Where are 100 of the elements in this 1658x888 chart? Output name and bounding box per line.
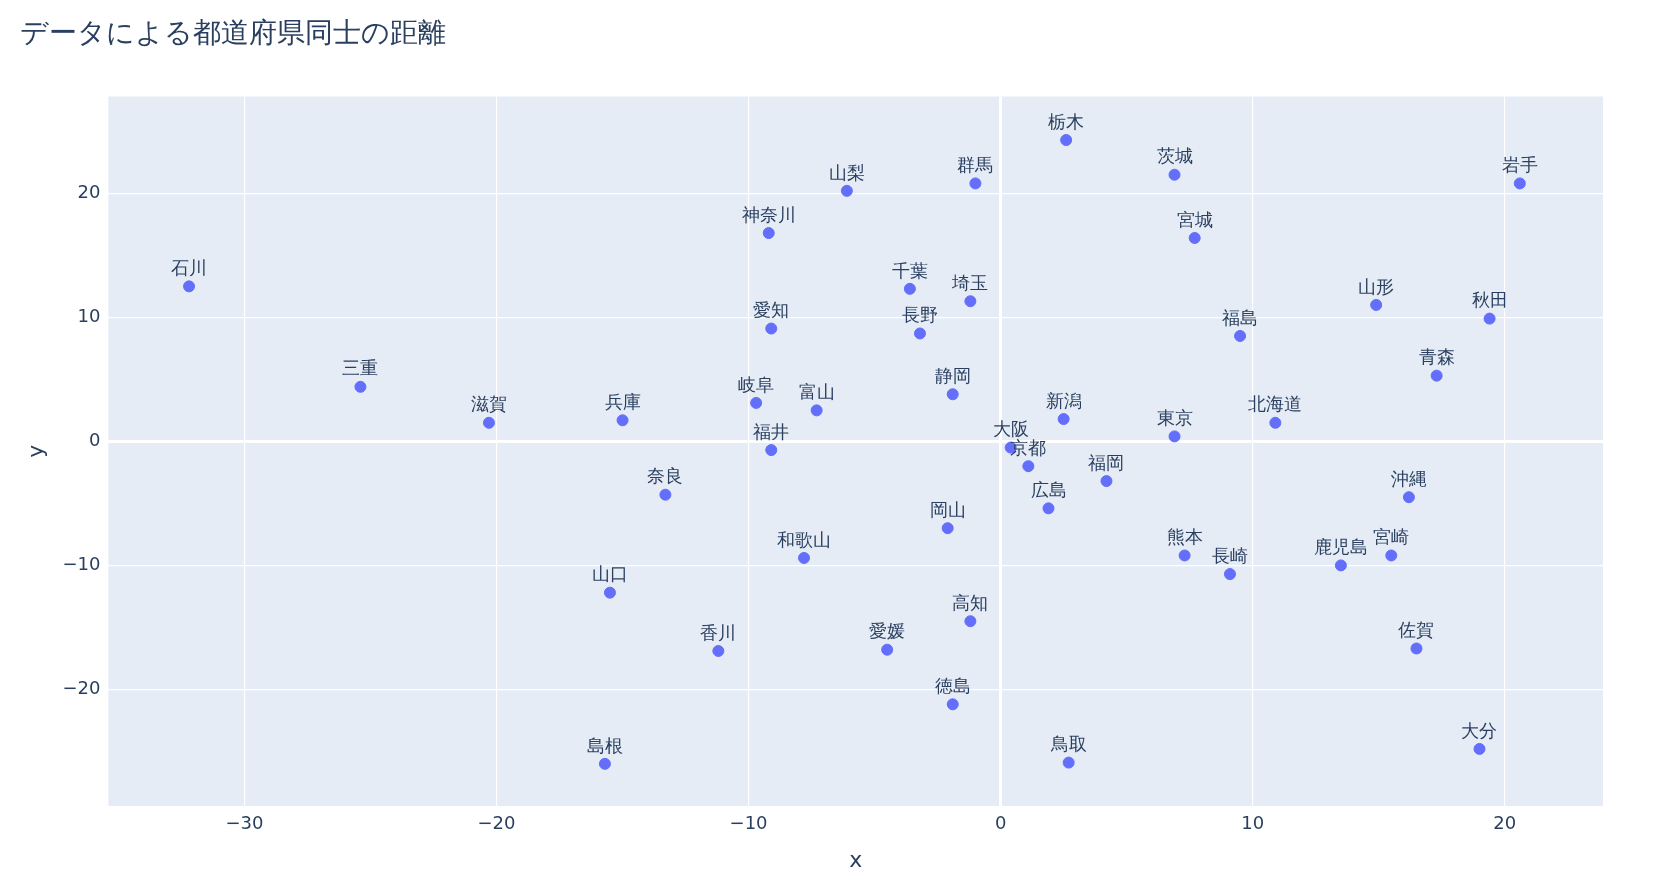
data-label: 岐阜	[738, 373, 775, 395]
y-tick-label: 0	[88, 429, 101, 451]
point	[659, 488, 672, 501]
point	[903, 282, 916, 295]
data-label: 富山	[798, 381, 835, 403]
x-axis-title: x	[849, 846, 863, 872]
y-tick-label: 10	[77, 305, 101, 327]
data-label: 岩手	[1501, 154, 1538, 176]
x-tick-label: −10	[729, 812, 768, 834]
point	[1513, 177, 1526, 190]
point	[750, 396, 763, 409]
data-label: 大阪	[992, 418, 1029, 440]
point	[1057, 413, 1070, 426]
data-label: 宮城	[1176, 208, 1213, 230]
data-label: 鳥取	[1049, 733, 1087, 755]
x-tick-label: −30	[225, 812, 264, 834]
chart-title: データによる都道府県同士の距離	[20, 16, 446, 50]
data-label: 長崎	[1211, 544, 1248, 566]
data-label: 栃木	[1048, 110, 1085, 132]
point	[1022, 460, 1035, 473]
data-label: 埼玉	[951, 271, 989, 293]
data-label: 福井	[753, 420, 790, 442]
point	[1060, 134, 1073, 147]
data-label: 熊本	[1166, 526, 1203, 548]
point	[1370, 298, 1383, 311]
x-tick-label: 0	[994, 812, 1007, 834]
point	[598, 757, 611, 770]
point	[941, 522, 954, 535]
data-label: 香川	[700, 621, 737, 643]
data-label: 青森	[1418, 346, 1455, 368]
point	[1410, 642, 1423, 655]
data-label: 滋賀	[470, 393, 507, 415]
data-label: 愛知	[753, 299, 790, 321]
point	[603, 586, 616, 599]
point	[1178, 549, 1191, 562]
data-label: 福岡	[1088, 451, 1125, 473]
point	[969, 177, 982, 190]
point	[482, 416, 495, 429]
data-label: 茨城	[1156, 145, 1193, 167]
x-tick-label: 20	[1493, 812, 1517, 834]
point	[946, 388, 959, 401]
data-label: 岡山	[929, 498, 966, 520]
point	[1188, 231, 1201, 244]
point	[762, 227, 775, 240]
y-tick-label: −10	[62, 553, 101, 575]
data-label: 静岡	[934, 364, 971, 386]
data-label: 北海道	[1248, 393, 1303, 415]
y-tick-label: −20	[62, 677, 101, 699]
data-label: 和歌山	[777, 528, 832, 550]
point	[765, 444, 778, 457]
point	[1042, 502, 1055, 515]
point	[765, 322, 778, 335]
data-label: 佐賀	[1398, 619, 1435, 641]
data-label: 神奈川	[741, 203, 796, 225]
x-tick-label: −20	[477, 812, 516, 834]
point	[1168, 168, 1181, 181]
point	[1402, 491, 1415, 504]
point	[1100, 475, 1113, 488]
point	[810, 404, 823, 417]
point	[964, 295, 977, 308]
point	[1234, 329, 1247, 342]
data-label: 群馬	[957, 154, 994, 176]
point	[1385, 549, 1398, 562]
point	[881, 643, 894, 656]
data-label: 福島	[1222, 306, 1259, 328]
data-label: 沖縄	[1390, 467, 1427, 489]
data-label: 徳島	[934, 674, 971, 696]
point	[354, 380, 367, 393]
data-label: 新潟	[1045, 389, 1082, 411]
data-label: 山梨	[828, 161, 865, 183]
point	[840, 184, 853, 197]
data-label: 山形	[1358, 275, 1395, 297]
point	[1473, 742, 1486, 755]
point	[712, 644, 725, 657]
point	[1168, 430, 1181, 443]
data-label: 三重	[342, 357, 379, 379]
point	[1483, 312, 1496, 325]
point	[1223, 568, 1236, 581]
point	[183, 280, 196, 293]
point	[1334, 559, 1347, 572]
data-label: 奈良	[647, 465, 684, 487]
data-label: 島根	[586, 734, 623, 756]
data-label: 大分	[1461, 719, 1498, 741]
data-label: 千葉	[891, 259, 928, 281]
y-tick-label: 20	[77, 181, 101, 203]
x-tick-label: 10	[1241, 812, 1265, 834]
y-axis-title: y	[22, 444, 48, 458]
data-label: 高知	[952, 591, 989, 613]
point	[798, 551, 811, 564]
data-label: 山口	[591, 563, 628, 585]
data-label: 愛媛	[869, 620, 906, 642]
point	[946, 698, 959, 711]
data-label: 宮崎	[1373, 526, 1410, 548]
point	[1430, 369, 1443, 382]
data-label: 石川	[171, 257, 208, 279]
data-label: 広島	[1030, 479, 1067, 501]
data-label: 秋田	[1471, 289, 1508, 311]
point	[1269, 416, 1282, 429]
point	[1062, 756, 1075, 769]
data-label: 鹿児島	[1313, 536, 1368, 558]
